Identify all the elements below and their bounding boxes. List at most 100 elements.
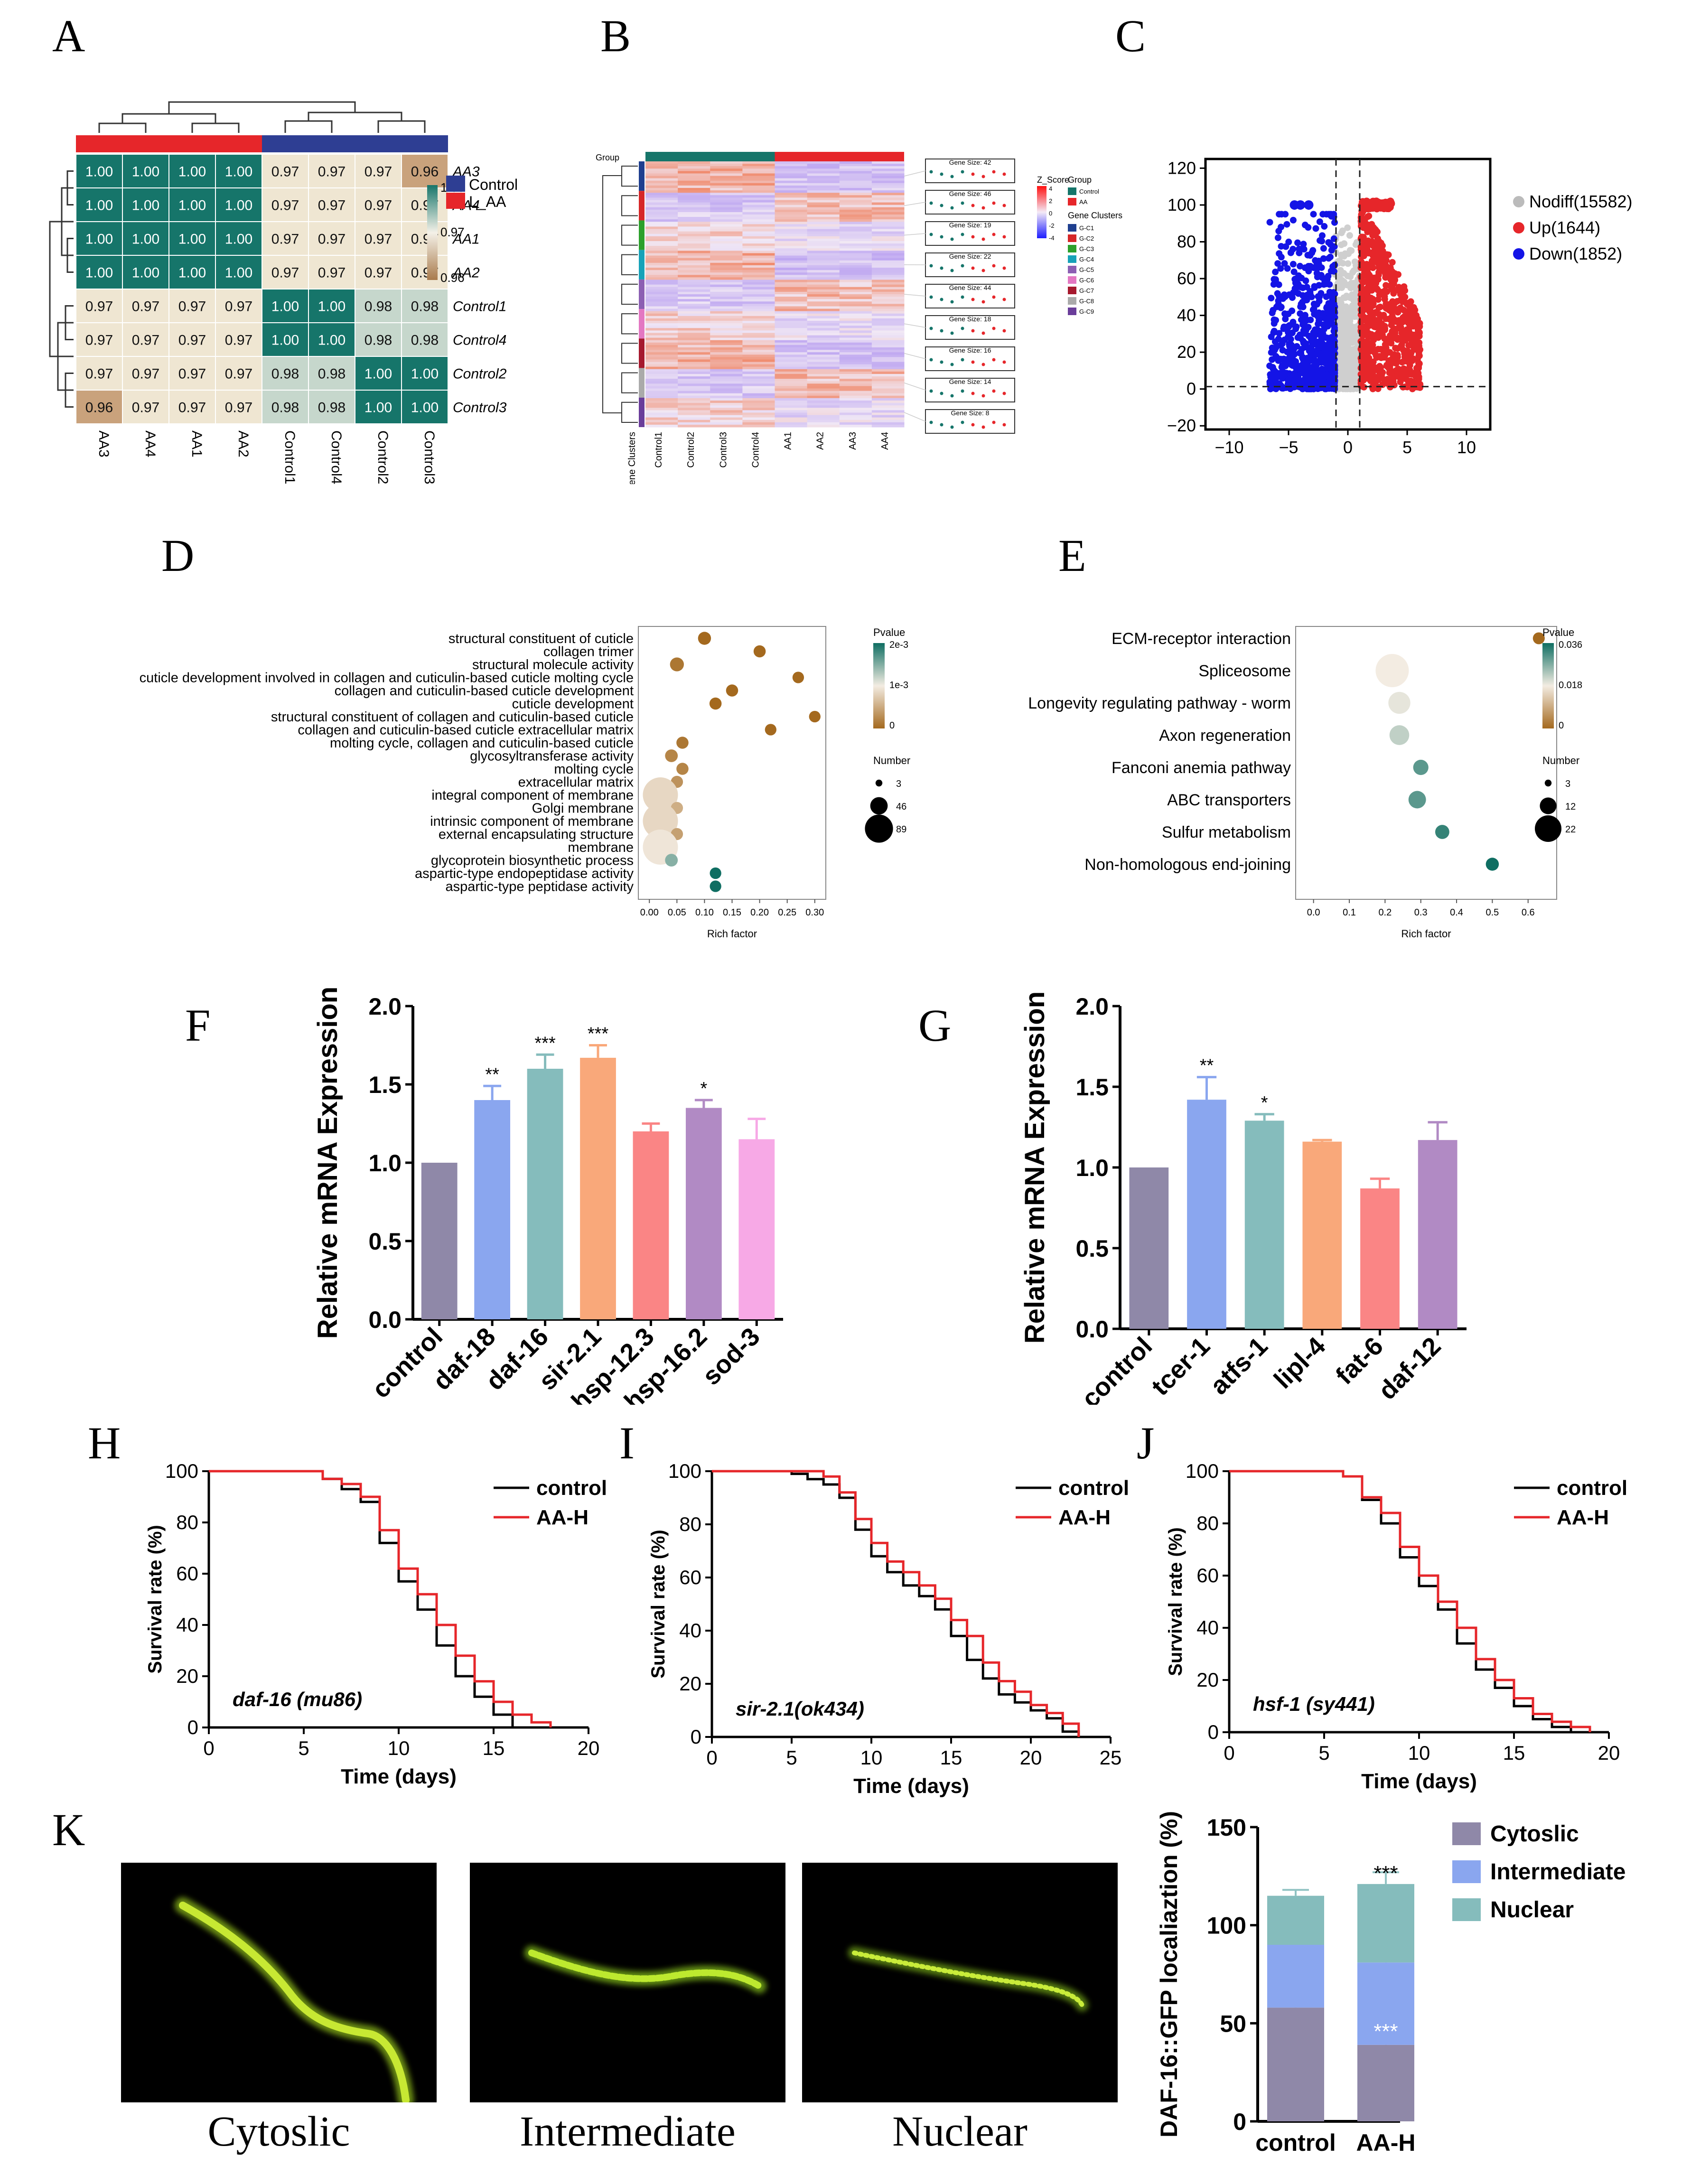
heatmap-cell xyxy=(871,248,905,251)
heatmap-cell xyxy=(839,417,872,420)
heatmap-cell xyxy=(871,376,905,379)
heatmap-cell xyxy=(645,241,678,244)
heatmap-cell xyxy=(839,347,872,350)
heatmap-cell xyxy=(807,395,840,399)
legend-label: Intermediate xyxy=(1490,1859,1626,1885)
point-down xyxy=(1301,340,1308,347)
heatmap-cell xyxy=(807,284,840,288)
heatmap-cell xyxy=(645,371,678,374)
gene-size-point xyxy=(961,201,964,205)
heatmap-cell xyxy=(871,313,905,317)
heatmap-cell xyxy=(742,222,775,224)
point-up xyxy=(1383,304,1391,311)
heatmap-cell xyxy=(807,412,840,416)
heatmap-cell xyxy=(645,224,678,227)
heatmap-cell xyxy=(645,357,678,360)
point-up xyxy=(1381,349,1388,356)
heatmap-cell xyxy=(710,381,743,384)
heatmap-cell xyxy=(678,207,710,210)
heatmap-cell xyxy=(839,236,872,239)
cell-value: 1.00 xyxy=(85,198,113,214)
point-up xyxy=(1362,243,1369,250)
point-nodiff xyxy=(1342,371,1349,378)
cell-value: 1.00 xyxy=(225,232,252,247)
point-down xyxy=(1282,316,1289,323)
heatmap-cell xyxy=(308,221,355,256)
point-down xyxy=(1314,342,1321,349)
term-label: external encapsulating structure xyxy=(439,827,634,842)
y-axis-title: Survival rate (%) xyxy=(1165,1527,1186,1676)
error-bar xyxy=(694,1099,713,1108)
significance-mark: ** xyxy=(1200,1056,1214,1076)
dendrogram-branch xyxy=(191,122,240,133)
error-bar xyxy=(1312,1139,1332,1142)
cell-value: 0.98 xyxy=(271,366,299,382)
heatmap-cell xyxy=(678,287,710,290)
point-nodiff xyxy=(1345,306,1352,313)
heatmap-cell xyxy=(775,381,808,384)
term-label: aspartic-type peptidase activity xyxy=(445,879,634,895)
heatmap-cell xyxy=(775,393,808,396)
heatmap-cell xyxy=(742,229,775,232)
cell-value: 0.97 xyxy=(225,366,252,382)
heatmap-cell xyxy=(742,197,775,200)
category-label: control xyxy=(1255,2129,1336,2156)
heatmap-cell xyxy=(775,328,808,331)
heatmap-cell xyxy=(807,415,840,418)
heatmap-cell xyxy=(775,178,808,181)
heatmap-cell xyxy=(678,415,710,418)
heatmap-cell xyxy=(742,166,775,169)
heatmap-cell xyxy=(678,246,710,249)
heatmap-cell xyxy=(775,364,808,367)
heatmap-cell xyxy=(807,212,840,215)
heatmap-cell xyxy=(807,270,840,273)
gene-size-point xyxy=(1002,298,1006,301)
heatmap-cell xyxy=(710,313,743,317)
y-axis-title: Survival rate (%) xyxy=(145,1525,166,1673)
y-tick-label: 0 xyxy=(691,1726,701,1748)
heatmap-cell xyxy=(645,388,678,392)
point-nodiff xyxy=(1340,270,1347,277)
heatmap-cell xyxy=(645,391,678,394)
heatmap-cell xyxy=(839,226,872,230)
point-down xyxy=(1269,309,1276,317)
heatmap-cell xyxy=(645,248,678,251)
heatmap-cell xyxy=(871,337,905,341)
heatmap-cell xyxy=(871,330,905,333)
heatmap-cell xyxy=(871,205,905,208)
heatmap-cell xyxy=(742,408,775,411)
heatmap-cell xyxy=(742,340,775,343)
heatmap-cell xyxy=(645,258,678,261)
point-up xyxy=(1374,345,1382,353)
point-up xyxy=(1364,213,1372,220)
legend-label: AA-H xyxy=(536,1506,589,1529)
x-tick-label: 5 xyxy=(1402,438,1412,457)
heatmap-cell xyxy=(871,268,905,271)
x-tick-label: 20 xyxy=(1020,1746,1042,1769)
heatmap-cell xyxy=(742,410,775,413)
heatmap-cell xyxy=(742,417,775,420)
heatmap-cell xyxy=(710,178,743,181)
point-down xyxy=(1292,275,1299,282)
heatmap-cell xyxy=(839,183,872,186)
heatmap-cell xyxy=(710,277,743,280)
heatmap-cell xyxy=(678,412,710,416)
heatmap-cell xyxy=(710,183,743,186)
significance-mark: *** xyxy=(1373,1862,1398,1885)
heatmap-cell xyxy=(871,212,905,215)
y-axis-title: DAF-16::GFP localiaztion (%) xyxy=(1156,1811,1182,2137)
heatmap-cell xyxy=(710,215,743,217)
heatmap-cell xyxy=(742,318,775,321)
heatmap-cell xyxy=(775,304,808,307)
heatmap-cell xyxy=(742,403,775,406)
point-up xyxy=(1357,273,1364,280)
legend-marker xyxy=(1513,196,1524,207)
point-down xyxy=(1323,334,1330,341)
pvalue-tick: 0 xyxy=(1559,720,1564,731)
point-down xyxy=(1304,200,1314,210)
heatmap-cell xyxy=(710,333,743,336)
term-label: Non-homologous end-joining xyxy=(1084,856,1291,874)
heatmap-cell xyxy=(839,415,872,418)
x-tick-label: 0 xyxy=(706,1746,717,1769)
